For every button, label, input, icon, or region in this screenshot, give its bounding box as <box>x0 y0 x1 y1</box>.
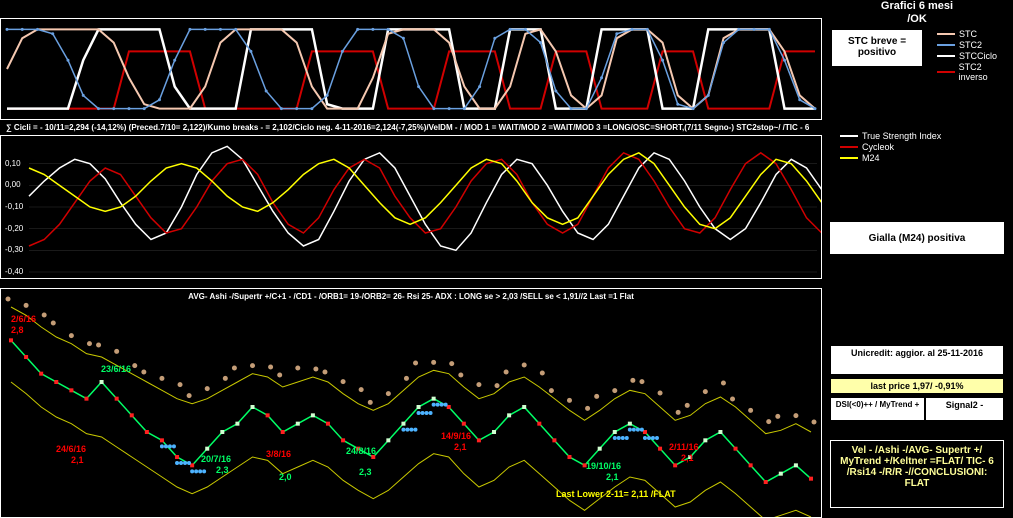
chart-annotation: 2,3 <box>216 465 229 475</box>
side-column: Grafici 6 mesi /OK STC breve = positivo … <box>822 0 1012 518</box>
chart-annotation: 19/10/16 <box>586 461 621 471</box>
note-m24: Gialla (M24) positiva <box>830 222 1004 254</box>
ytick: -0,20 <box>5 224 23 233</box>
summary-box: Vel - /Ashi -/AVG- Supertr +/ MyTrend +/… <box>830 440 1004 508</box>
main-column: ∑ Cicli = - 10/11=2,294 (-14,12%) (Prece… <box>0 0 820 518</box>
ytick: 0,10 <box>5 159 21 168</box>
chart-annotation: 3/8/16 <box>266 449 291 459</box>
panel-tsi: -0,40 -0,30 -0,20 -0,10 0,00 0,10 <box>0 135 822 279</box>
panel-price: AVG- Ashi -/Supertr +/C+1 - /CD1 - /ORB1… <box>0 288 822 518</box>
info-title: Unicredit: aggior. al 25-11-2016 <box>830 345 1004 375</box>
chart-tsi <box>1 136 821 278</box>
panel2-title: ∑ Cicli = - 10/11=2,294 (-14,12%) (Prece… <box>0 122 820 133</box>
legend-label: M24 <box>862 153 880 163</box>
chart-annotation: 14/9/16 <box>441 431 471 441</box>
legend-panel1: STCSTC2STCCicloSTC2 inverso <box>937 28 1012 83</box>
ytick: -0,10 <box>5 202 23 211</box>
info-price: last price 1,97/ -0,91% <box>830 378 1004 394</box>
chart-annotation: 2,8 <box>11 325 24 335</box>
side-header-2: /OK <box>822 13 1012 25</box>
chart-annotation: 2/11/16 <box>669 442 699 452</box>
legend-panel2: True Strength IndexCycleokM24 <box>840 130 941 164</box>
chart-price <box>1 289 821 517</box>
legend-label: True Strength Index <box>862 131 941 141</box>
chart-annotation: 24/8/16 <box>346 446 376 456</box>
chart-annotation: 2,0 <box>279 472 292 482</box>
legend-label: STC <box>959 29 977 39</box>
legend-label: STC2 inverso <box>959 62 1012 82</box>
legend-label: Cycleok <box>862 142 894 152</box>
chart-annotation: 2,1 <box>71 455 84 465</box>
chart-annotation: 24/6/16 <box>56 444 86 454</box>
chart-annotation: 20/7/16 <box>201 454 231 464</box>
ytick: -0,30 <box>5 245 23 254</box>
note-stc: STC breve = positivo <box>832 30 922 66</box>
chart-annotation: 23/6/16 <box>101 364 131 374</box>
legend-label: STC2 <box>959 40 982 50</box>
chart-annotation: Last Lower 2-11= 2,11 /FLAT <box>556 489 676 499</box>
legend-label: STCCiclo <box>959 51 997 61</box>
ytick: -0,40 <box>5 267 23 276</box>
side-header-1: Grafici 6 mesi <box>822 0 1012 12</box>
panel-stc <box>0 18 822 120</box>
chart-annotation: 2,1 <box>606 472 619 482</box>
ytick: 0,00 <box>5 180 21 189</box>
chart-annotation: 2,3 <box>359 467 372 477</box>
chart-annotation: 2/6/16 <box>11 314 36 324</box>
chart-annotation: 2,1 <box>681 453 694 463</box>
page: ∑ Cicli = - 10/11=2,294 (-14,12%) (Prece… <box>0 0 1013 518</box>
chart-annotation: 2,1 <box>454 442 467 452</box>
chart-stc <box>1 19 821 119</box>
info-dsi: DSI(<0)++ / MyTrend + <box>830 397 925 421</box>
info-signal: Signal2 - <box>925 397 1004 421</box>
